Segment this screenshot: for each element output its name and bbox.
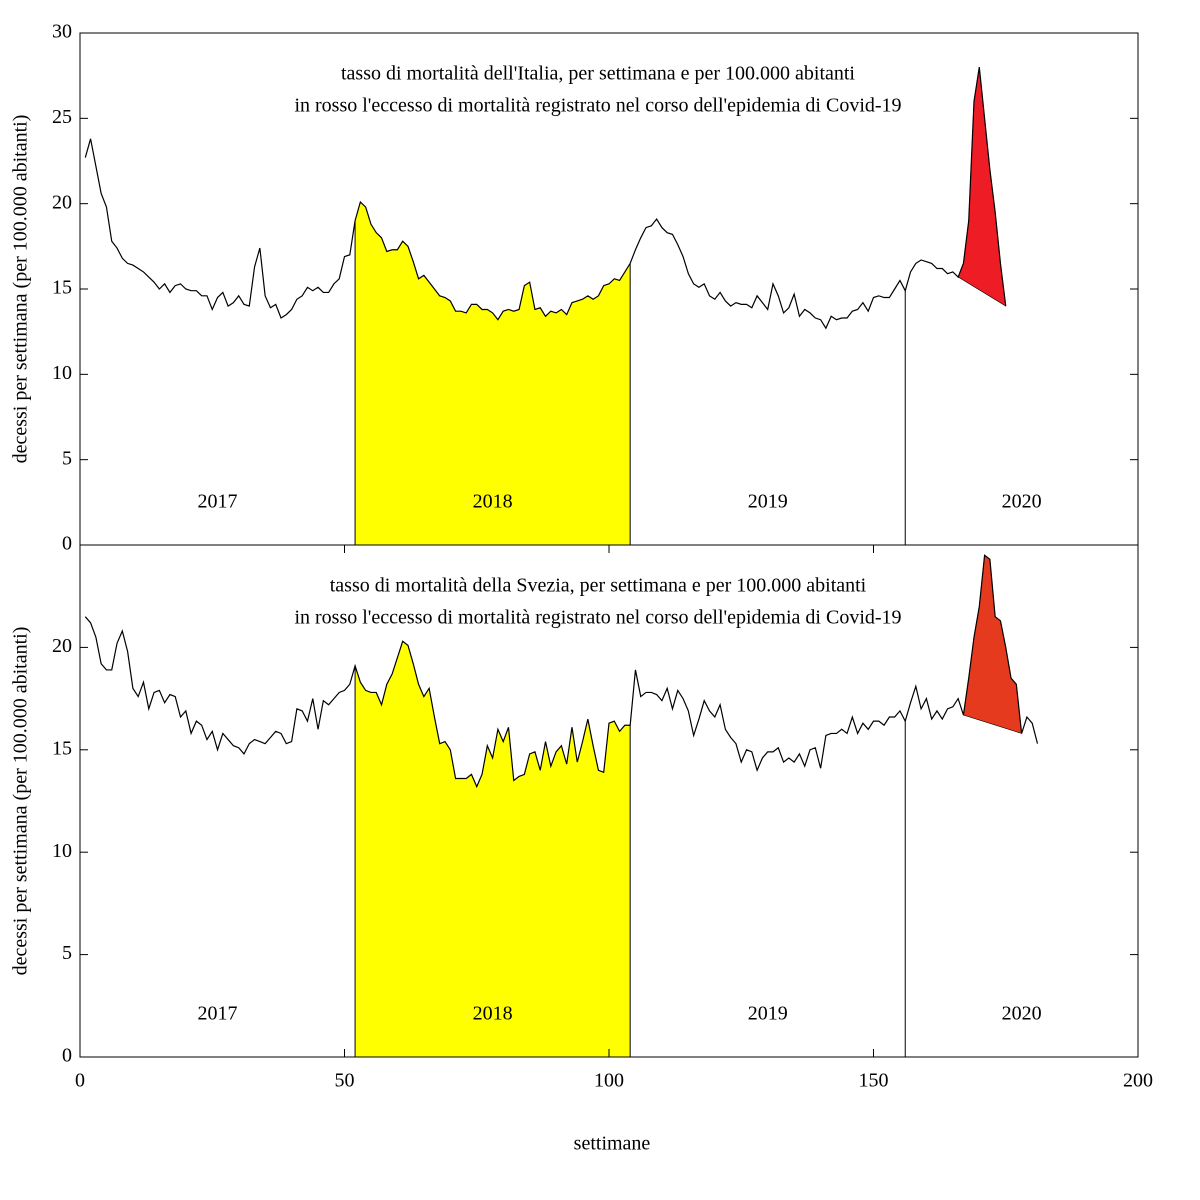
- y-tick-label: 10: [52, 840, 72, 862]
- x-axis-label: settimane: [574, 1133, 651, 1155]
- year-label: 2019: [748, 1003, 788, 1025]
- chart-title: in rosso l'eccesso di mortalità registra…: [294, 607, 901, 629]
- chart-title: tasso di mortalità della Svezia, per set…: [330, 575, 867, 597]
- year-label: 2018: [473, 491, 513, 513]
- y-tick-label: 30: [52, 21, 72, 43]
- year-label: 2020: [1002, 491, 1042, 513]
- y-tick-label: 20: [52, 191, 72, 213]
- year-label: 2017: [198, 1003, 238, 1025]
- y-axis-label: decessi per settimana (per 100.000 abita…: [10, 115, 32, 464]
- y-tick-label: 0: [62, 1045, 72, 1067]
- x-tick-label: 50: [335, 1070, 355, 1092]
- x-tick-label: 150: [859, 1070, 889, 1092]
- x-tick-label: 200: [1123, 1070, 1153, 1092]
- y-tick-label: 15: [52, 277, 72, 299]
- highlight-area: [355, 641, 631, 1057]
- y-tick-label: 15: [52, 737, 72, 759]
- x-tick-label: 0: [75, 1070, 85, 1092]
- y-tick-label: 10: [52, 362, 72, 384]
- year-label: 2020: [1002, 1003, 1042, 1025]
- x-tick-label: 100: [594, 1070, 624, 1092]
- series-line: [84, 67, 1007, 330]
- year-label: 2018: [473, 1003, 513, 1025]
- y-tick-label: 0: [62, 533, 72, 555]
- chart-title: tasso di mortalità dell'Italia, per sett…: [341, 63, 855, 85]
- year-label: 2017: [198, 491, 238, 513]
- highlight-area: [355, 201, 631, 545]
- y-tick-label: 25: [52, 106, 72, 128]
- y-tick-label: 5: [62, 942, 72, 964]
- chart-title: in rosso l'eccesso di mortalità registra…: [294, 95, 901, 117]
- y-axis-label: decessi per settimana (per 100.000 abita…: [10, 627, 32, 976]
- y-tick-label: 20: [52, 635, 72, 657]
- series-line: [84, 554, 1039, 789]
- year-label: 2019: [748, 491, 788, 513]
- y-tick-label: 5: [62, 447, 72, 469]
